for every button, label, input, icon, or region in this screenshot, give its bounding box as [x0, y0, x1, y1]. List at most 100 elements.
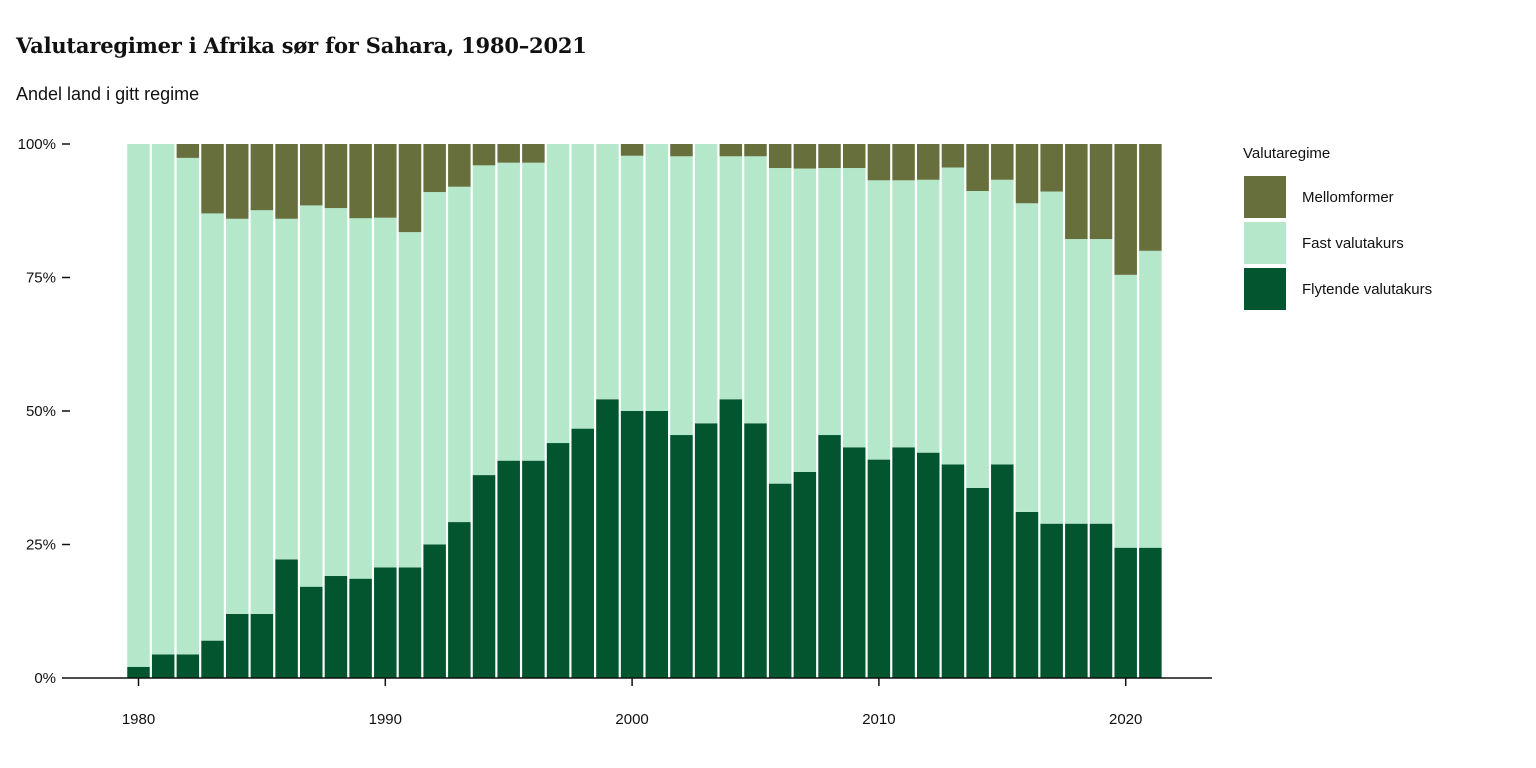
bar-floating-2019	[1089, 523, 1113, 678]
bar-intermediate-1987	[300, 144, 323, 206]
bar-intermediate-2000	[620, 144, 644, 156]
bar-intermediate-2011	[892, 144, 915, 181]
x-tick-label-1980: 1980	[122, 711, 155, 728]
bar-floating-2021	[1139, 547, 1162, 678]
bar-fixed-2004	[719, 156, 743, 400]
x-tick-label-1990: 1990	[369, 711, 402, 728]
bar-fixed-2001	[645, 144, 669, 411]
bar-floating-1986	[275, 559, 298, 678]
bar-intermediate-2019	[1089, 144, 1113, 240]
bar-intermediate-1993	[448, 144, 471, 187]
bar-intermediate-1990	[374, 144, 397, 218]
bar-fixed-2018	[1065, 239, 1088, 524]
bar-floating-2015	[991, 464, 1014, 678]
bar-floating-1998	[571, 428, 594, 678]
bar-fixed-2010	[867, 180, 891, 460]
bar-floating-1997	[546, 443, 570, 678]
axes-layer: 0% 25% 50% 75% 100% 1980 1990 2000 2010 2020	[18, 136, 1212, 728]
bar-intermediate-1988	[324, 144, 348, 209]
bar-intermediate-1992	[423, 144, 446, 193]
bar-intermediate-2007	[793, 144, 817, 169]
bar-fixed-2002	[670, 156, 693, 436]
bar-intermediate-2021	[1139, 144, 1162, 251]
bar-floating-2002	[670, 435, 693, 678]
bar-intermediate-1983	[201, 144, 224, 214]
bar-floating-2020	[1114, 547, 1137, 678]
bar-fixed-2019	[1089, 239, 1113, 524]
bar-intermediate-1996	[522, 144, 545, 163]
bar-intermediate-2017	[1040, 144, 1063, 192]
bar-fixed-1985	[250, 210, 274, 614]
bar-intermediate-2012	[917, 144, 940, 180]
bar-floating-2008	[818, 435, 841, 678]
bar-fixed-2005	[744, 156, 767, 424]
bar-floating-1991	[398, 567, 422, 678]
bar-intermediate-1984	[225, 144, 249, 219]
bar-fixed-1988	[324, 208, 348, 577]
bar-fixed-1982	[176, 157, 200, 655]
bar-fixed-1987	[300, 205, 323, 587]
bar-floating-2010	[867, 459, 891, 678]
bar-floating-1999	[596, 399, 619, 678]
bar-intermediate-2005	[744, 144, 767, 157]
y-tick-label-3: 75%	[26, 270, 56, 287]
bar-fixed-1991	[398, 232, 422, 568]
bar-floating-1984	[225, 613, 249, 678]
bar-fixed-1990	[374, 217, 397, 568]
chart-title: Valutaregimer i Afrika sør for Sahara, 1…	[16, 33, 587, 58]
bar-floating-2017	[1040, 523, 1063, 678]
bar-fixed-2021	[1139, 250, 1162, 548]
bar-fixed-2013	[941, 167, 965, 465]
y-tick-label-0: 0%	[34, 670, 56, 687]
bar-fixed-2011	[892, 180, 915, 448]
bar-fixed-1980	[127, 144, 150, 667]
bar-intermediate-1986	[275, 144, 298, 219]
bar-floating-2016	[1015, 511, 1039, 678]
bar-floating-1990	[374, 567, 397, 678]
bar-intermediate-2004	[719, 144, 743, 157]
y-tick-label-1: 25%	[26, 537, 56, 554]
legend-label-floating: Flytende valutakurs	[1302, 281, 1432, 298]
bar-floating-2005	[744, 423, 767, 678]
bar-fixed-1992	[423, 192, 446, 545]
bar-fixed-2003	[694, 144, 718, 424]
bar-floating-1983	[201, 640, 224, 678]
bar-fixed-2008	[818, 168, 841, 436]
x-tick-label-2020: 2020	[1109, 711, 1142, 728]
bar-fixed-2014	[966, 190, 989, 488]
legend-swatch-fixed	[1244, 222, 1286, 264]
bar-intermediate-2008	[818, 144, 841, 169]
bar-floating-1993	[448, 522, 471, 678]
x-tick-label-2010: 2010	[862, 711, 895, 728]
bar-fixed-2006	[768, 168, 792, 484]
legend-title: Valutaregime	[1243, 145, 1330, 162]
bar-floating-2000	[620, 411, 644, 678]
bar-fixed-2007	[793, 168, 817, 472]
bar-floating-2007	[793, 471, 817, 678]
legend-label-fixed: Fast valutakurs	[1302, 235, 1404, 252]
bar-fixed-2009	[842, 168, 866, 448]
legend: Valutaregime Mellomformer Fast valutakurs…	[1243, 145, 1432, 310]
bar-floating-1989	[349, 578, 372, 678]
bar-floating-2004	[719, 399, 743, 678]
bar-intermediate-1982	[176, 144, 200, 158]
bar-fixed-1984	[225, 218, 249, 614]
legend-label-intermediate: Mellomformer	[1302, 189, 1394, 206]
bar-fixed-1994	[472, 165, 496, 476]
bar-intermediate-2013	[941, 144, 965, 168]
bar-floating-2003	[694, 423, 718, 678]
bar-intermediate-2018	[1065, 144, 1088, 240]
bar-intermediate-1985	[250, 144, 274, 211]
bar-floating-1980	[127, 666, 150, 678]
legend-swatch-intermediate	[1244, 176, 1286, 218]
chart-subtitle: Andel land i gitt regime	[16, 84, 200, 104]
bar-fixed-1989	[349, 218, 372, 579]
bar-intermediate-2016	[1015, 144, 1039, 204]
bar-fixed-2016	[1015, 203, 1039, 512]
bar-intermediate-1995	[497, 144, 520, 163]
bar-fixed-1983	[201, 213, 224, 641]
bar-floating-1987	[300, 586, 323, 678]
bar-fixed-2017	[1040, 191, 1063, 524]
legend-swatch-floating	[1244, 268, 1286, 310]
bar-fixed-2020	[1114, 274, 1137, 548]
